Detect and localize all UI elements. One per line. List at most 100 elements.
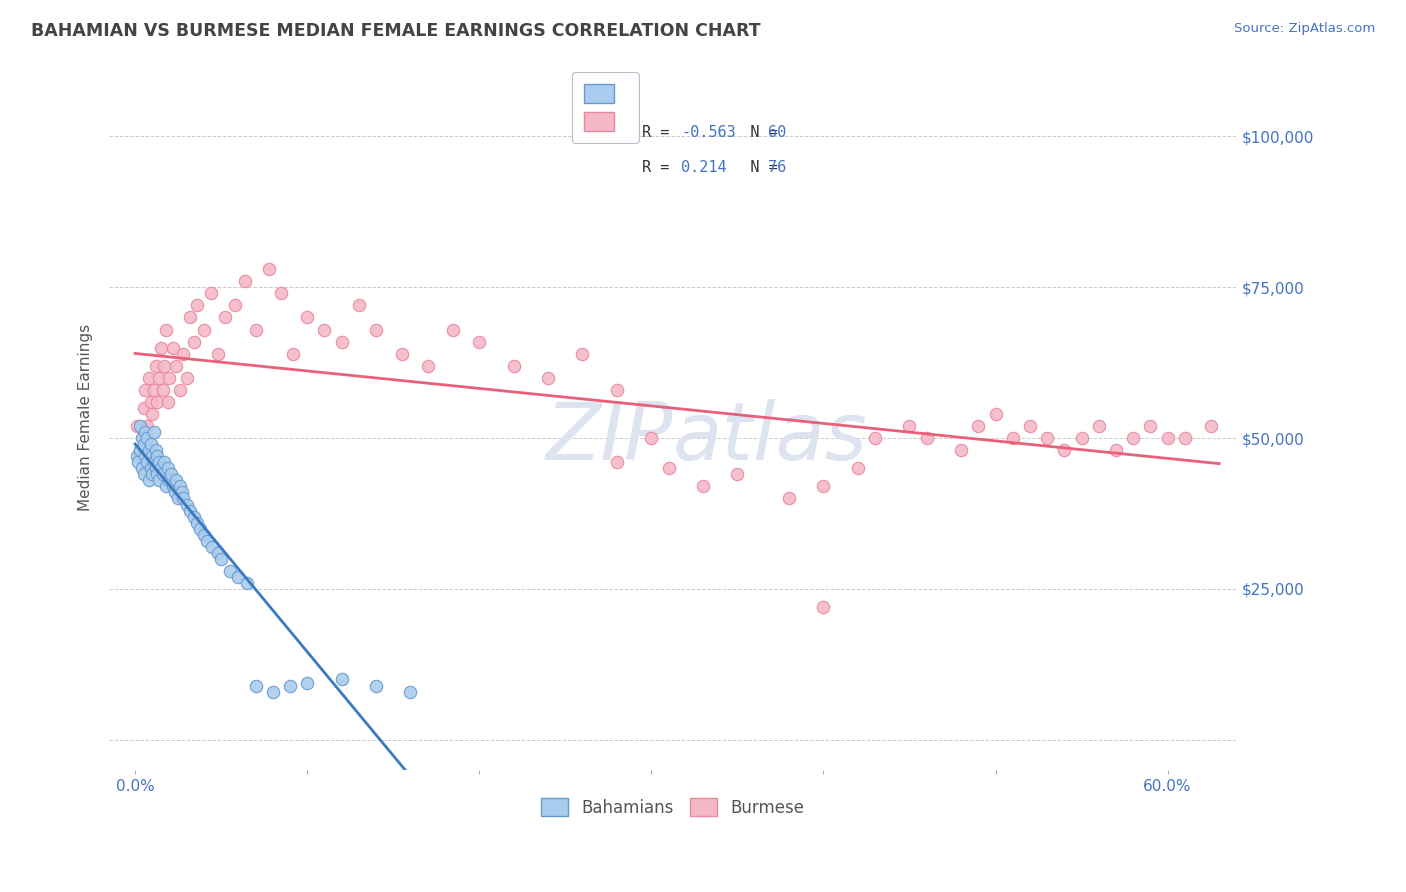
Point	[138, 474, 160, 488]
Text: Source: ZipAtlas.com: Source: ZipAtlas.com	[1234, 22, 1375, 36]
Point	[134, 383, 156, 397]
Point	[145, 359, 167, 373]
Point	[468, 334, 491, 349]
Point	[155, 322, 177, 336]
Point	[179, 310, 201, 325]
Point	[146, 467, 169, 482]
Point	[259, 262, 281, 277]
Point	[156, 461, 179, 475]
Point	[283, 346, 305, 360]
Point	[145, 443, 167, 458]
Point	[1174, 431, 1197, 445]
Point	[167, 491, 190, 506]
Point	[295, 675, 318, 690]
Point	[190, 522, 212, 536]
Point	[207, 346, 229, 360]
Point	[125, 449, 148, 463]
Point	[146, 449, 169, 463]
Point	[657, 461, 679, 475]
Point	[416, 359, 439, 373]
Point	[186, 516, 208, 530]
Point	[898, 419, 921, 434]
Point	[278, 679, 301, 693]
Point	[364, 679, 387, 693]
Text: atlas: atlas	[673, 400, 868, 477]
Point	[193, 322, 215, 336]
Text: 0.214: 0.214	[682, 161, 727, 176]
Point	[967, 419, 990, 434]
Point	[131, 461, 153, 475]
Point	[160, 467, 183, 482]
Point	[1001, 431, 1024, 445]
Point	[1019, 419, 1042, 434]
Point	[813, 479, 835, 493]
Point	[149, 461, 172, 475]
Point	[441, 322, 464, 336]
Y-axis label: Median Female Earnings: Median Female Earnings	[79, 324, 93, 510]
Point	[207, 546, 229, 560]
Point	[143, 383, 166, 397]
Point	[162, 479, 184, 493]
Point	[139, 437, 162, 451]
Point	[262, 684, 284, 698]
Point	[571, 346, 593, 360]
Point	[846, 461, 869, 475]
Text: -0.563: -0.563	[682, 126, 735, 140]
Point	[218, 564, 240, 578]
Text: 60: 60	[769, 126, 786, 140]
Point	[162, 341, 184, 355]
Point	[606, 383, 628, 397]
Point	[141, 467, 163, 482]
Point	[172, 346, 194, 360]
Point	[138, 443, 160, 458]
Point	[224, 298, 246, 312]
Point	[149, 341, 172, 355]
Point	[813, 600, 835, 615]
Point	[984, 407, 1007, 421]
Point	[148, 455, 170, 469]
Point	[295, 310, 318, 325]
Point	[391, 346, 413, 360]
Point	[141, 407, 163, 421]
Point	[156, 395, 179, 409]
Point	[195, 533, 218, 548]
Point	[138, 371, 160, 385]
Point	[1199, 419, 1222, 434]
Point	[1053, 443, 1076, 458]
Point	[183, 509, 205, 524]
Point	[159, 371, 181, 385]
Point	[863, 431, 886, 445]
Point	[1122, 431, 1144, 445]
Point	[270, 286, 292, 301]
Point	[201, 540, 224, 554]
Point	[145, 461, 167, 475]
Point	[1139, 419, 1161, 434]
Point	[131, 431, 153, 445]
Point	[347, 298, 370, 312]
Point	[1070, 431, 1092, 445]
Point	[132, 401, 155, 415]
Point	[152, 383, 174, 397]
Point	[314, 322, 336, 336]
Point	[502, 359, 524, 373]
Point	[134, 449, 156, 463]
Point	[153, 455, 176, 469]
Text: 76: 76	[769, 161, 786, 176]
Point	[141, 449, 163, 463]
Point	[163, 485, 186, 500]
Legend: Bahamians, Burmese: Bahamians, Burmese	[533, 789, 813, 825]
Text: N =: N =	[724, 126, 787, 140]
Point	[640, 431, 662, 445]
Point	[1105, 443, 1128, 458]
Point	[159, 474, 181, 488]
Point	[236, 576, 259, 591]
Point	[245, 322, 267, 336]
Point	[134, 425, 156, 439]
Point	[226, 570, 249, 584]
Point	[132, 437, 155, 451]
Point	[399, 684, 422, 698]
Point	[139, 395, 162, 409]
Point	[143, 425, 166, 439]
Text: R =: R =	[643, 126, 678, 140]
Point	[1087, 419, 1109, 434]
